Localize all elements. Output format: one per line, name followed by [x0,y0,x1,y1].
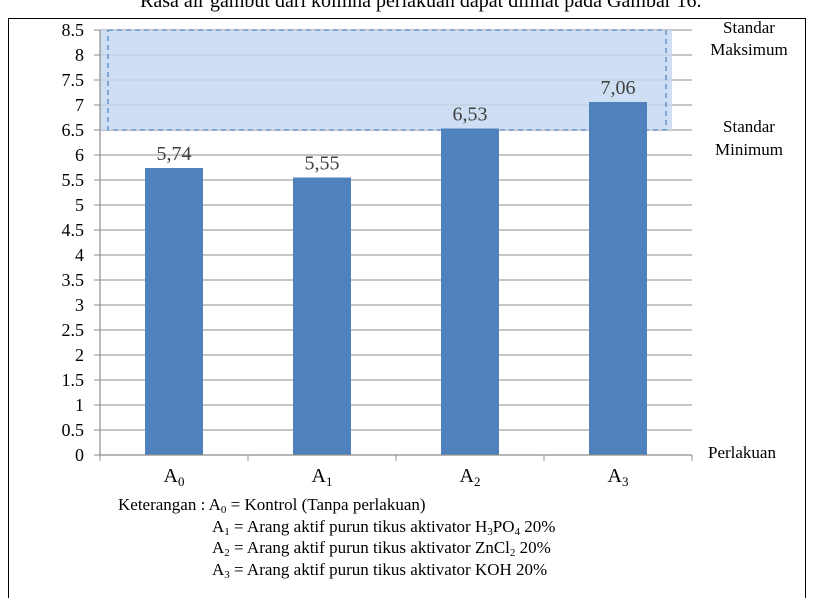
y-tick-label: 6 [75,145,84,165]
y-tick-label: 0.5 [62,420,85,440]
annotation-standar-minimum-1: Standar [723,117,775,136]
annotation-standar-maksimum-1: Standar [723,18,775,37]
y-tick-label: 4.5 [62,220,85,240]
y-tick-label: 5.5 [62,170,85,190]
bar-a2 [441,128,499,455]
y-tick-label: 5 [75,195,84,215]
legend-intro: Keterangan : [118,495,209,514]
y-tick-label: 7 [75,95,84,115]
annotation-standar-minimum-2: Minimum [715,140,783,159]
labels: 0 0.5 1 1.5 2 2.5 3 3.5 4 4.5 5 5.5 6 6.5 7 7.5 8 8.5 5,74… [62,18,788,489]
legend-row-a3: A3 = Arang aktif purun tikus aktivator K… [118,559,555,581]
legend-row-a0: Keterangan : A0 = Kontrol (Tanpa perlaku… [118,494,555,516]
y-tick-label: 2 [75,345,84,365]
legend-text-a2: A2 = Arang aktif purun tikus aktivator Z… [212,538,551,559]
x-tick-label-a3: A3 [608,465,629,489]
legend-text-a0: A0 = Kontrol (Tanpa perlakuan) [208,495,426,516]
value-label-a3: 7,06 [601,77,636,99]
bars [145,102,647,455]
axes [94,29,693,461]
legend-text-a3: A3 = Arang aktif purun tikus aktivator K… [212,559,548,581]
y-tick-label: 8.5 [62,20,85,40]
legend-text-a1: A1 = Arang aktif purun tikus aktivator H… [212,516,556,538]
bar-a1 [293,177,351,455]
value-label-a2: 6,53 [453,104,488,126]
figure-frame [8,18,806,598]
annotation-standar-maksimum-2: Maksimum [710,40,787,59]
y-tick-label: 7.5 [62,70,85,90]
y-tick-label: 8 [75,45,84,65]
y-tick-label: 4 [75,245,84,265]
y-tick-label: 0 [75,445,84,465]
y-tick-label: 3.5 [62,270,85,290]
bar-a0 [145,168,203,455]
x-tick-label-a2: A2 [460,465,481,489]
standard-band-fill [100,30,672,130]
value-label-a0: 5,74 [157,143,192,165]
y-tick-label: 6.5 [62,120,85,140]
bar-a3 [589,102,647,455]
y-tick-label: 1.5 [62,370,85,390]
legend-row-a2: A2 = Arang aktif purun tikus aktivator Z… [118,537,555,559]
x-tick-label-a1: A1 [312,465,333,489]
value-label-a1: 5,55 [305,153,340,175]
page-caption-fragment: Rasa air gambut dari kolmna perlakuan da… [140,0,702,12]
y-tick-label: 2.5 [62,320,85,340]
x-tick-label-a0: A0 [164,465,185,489]
legend: Keterangan : A0 = Kontrol (Tanpa perlaku… [118,494,555,580]
x-axis-label: Perlakuan [708,443,776,462]
y-tick-label: 3 [75,295,84,315]
standard-band-border [107,29,667,131]
standard-band [100,29,672,131]
legend-row-a1: A1 = Arang aktif purun tikus aktivator H… [118,516,555,538]
y-tick-label: 1 [75,395,84,415]
